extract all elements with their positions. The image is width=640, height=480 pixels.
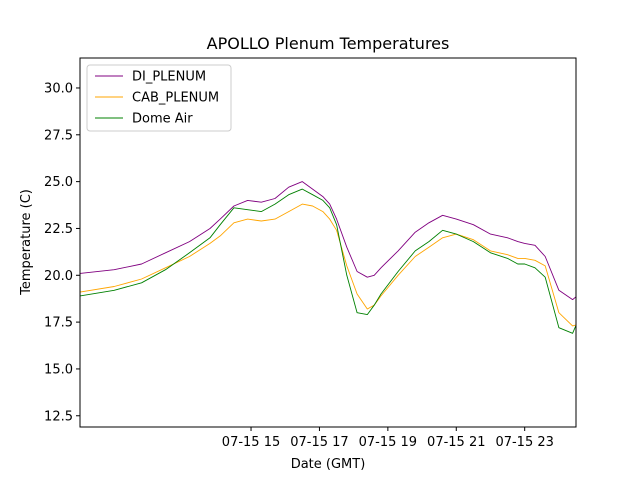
plot-frame	[79, 57, 577, 428]
y-tick-label: 30.0	[44, 81, 73, 96]
y-tick-label: 25.0	[44, 175, 73, 190]
legend-label-cab-plenum: CAB_PLENUM	[132, 91, 219, 106]
y-tick-label: 22.5	[44, 222, 73, 237]
legend-box	[86, 64, 232, 132]
x-tick-label: 07-15 17	[290, 435, 348, 450]
y-axis-label: Temperature (C)	[19, 189, 34, 296]
legend-label-di-plenum: DI_PLENUM	[132, 70, 206, 85]
x-tick-label: 07-15 21	[427, 435, 485, 450]
x-tick-label: 07-15 15	[222, 435, 280, 450]
y-tick-label: 12.5	[44, 409, 73, 424]
y-tick-label: 20.0	[44, 269, 73, 284]
y-tick-label: 15.0	[44, 362, 73, 377]
y-axis: 12.5 15.0 17.5 20.0 22.5 25.0 27.5 30.0	[44, 81, 80, 424]
series-line-dome-air	[80, 188, 576, 334]
x-axis: 07-15 15 07-15 17 07-15 19 07-15 21 07-15 23	[222, 427, 554, 450]
legend-label-dome-air: Dome Air	[132, 112, 193, 127]
series-layer	[80, 181, 576, 334]
legend: DI_PLENUM CAB_PLENUM Dome Air	[86, 64, 232, 132]
x-tick-label: 07-15 23	[495, 435, 553, 450]
chart-title: APOLLO Plenum Temperatures	[207, 34, 450, 53]
x-tick-label: 07-15 19	[359, 435, 417, 450]
y-tick-label: 27.5	[44, 128, 73, 143]
series-line-cab-plenum	[80, 203, 576, 327]
x-axis-label: Date (GMT)	[291, 457, 366, 472]
series-line-di-plenum	[80, 181, 576, 301]
y-tick-label: 17.5	[44, 316, 73, 331]
